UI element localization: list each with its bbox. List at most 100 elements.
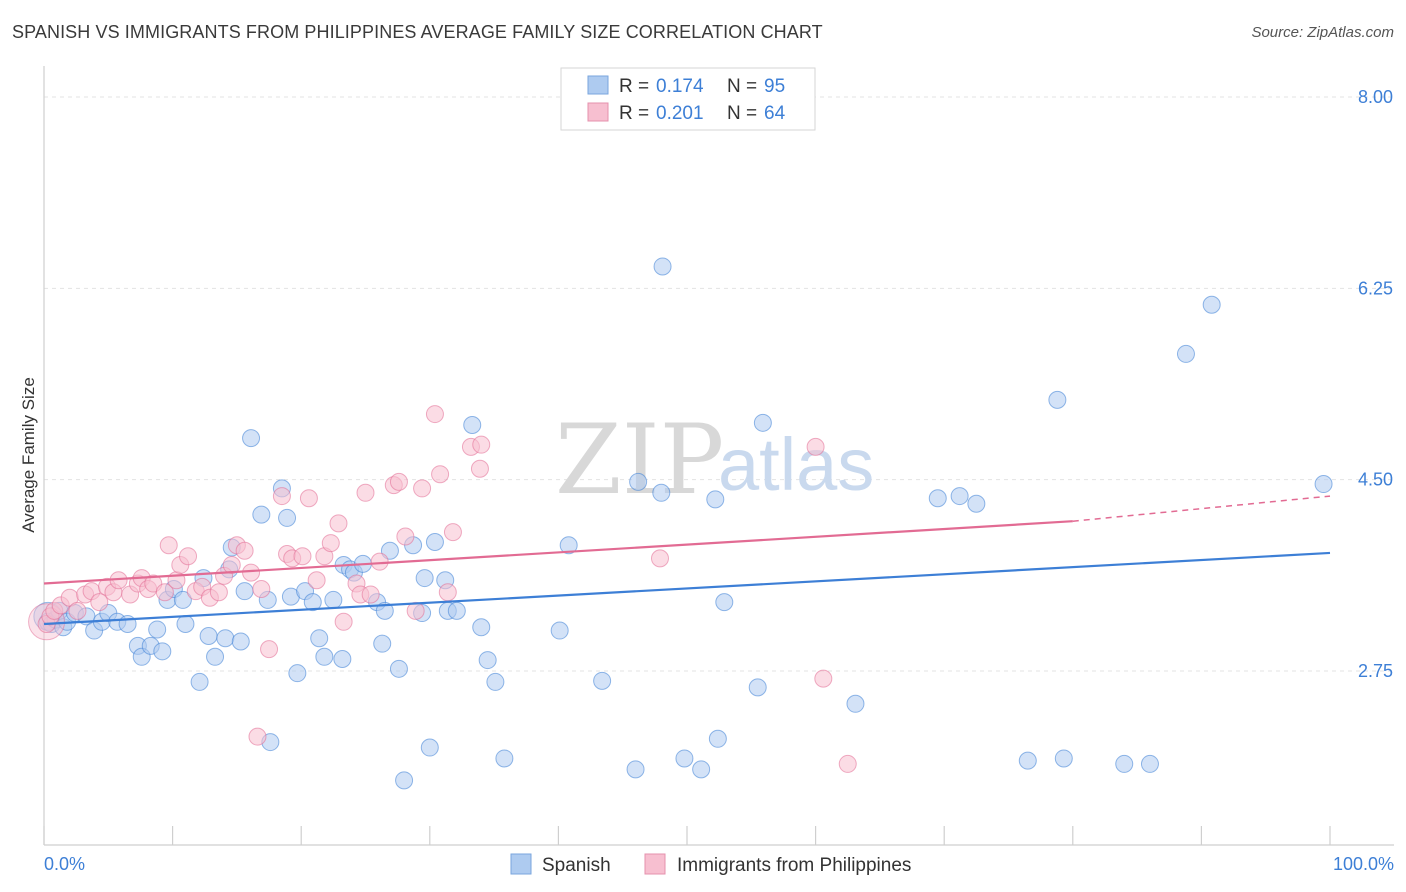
x-tick-label-max: 100.0%: [1333, 854, 1394, 874]
bottom-legend-label-spanish: Spanish: [542, 855, 611, 876]
x-ticks: [43, 826, 1331, 845]
data-point-spanish: [1176, 344, 1195, 363]
data-point-spanish: [950, 487, 969, 506]
data-point-spanish: [333, 649, 352, 668]
trend-lines: [43, 495, 1331, 626]
data-point-spanish: [626, 760, 645, 779]
data-point-spanish: [715, 593, 734, 612]
data-point-spanish: [1140, 754, 1159, 773]
data-point-philippines: [438, 583, 457, 602]
chart-title: SPANISH VS IMMIGRANTS FROM PHILIPPINES A…: [12, 22, 823, 42]
data-point-philippines: [389, 472, 408, 491]
data-point-philippines: [242, 563, 261, 582]
legend-r-label-philippines: R =: [619, 103, 649, 124]
data-point-spanish: [550, 621, 569, 640]
data-point-spanish: [447, 601, 466, 620]
data-point-philippines: [260, 640, 279, 659]
data-point-spanish: [176, 614, 195, 633]
data-point-philippines: [307, 571, 326, 590]
legend: R = 0.174 N = 95 R = 0.201 N = 64: [560, 67, 816, 131]
data-point-philippines: [370, 552, 389, 571]
legend-r-value-philippines: 0.201: [656, 103, 704, 124]
trend-line-philippines: [43, 520, 1073, 585]
legend-swatch-philippines: [587, 102, 609, 122]
data-point-spanish: [692, 760, 711, 779]
data-point-spanish: [278, 508, 297, 527]
data-point-philippines: [209, 583, 228, 602]
data-point-spanish: [708, 729, 727, 748]
data-point-philippines: [299, 489, 318, 508]
watermark-atlas: atlas: [718, 423, 874, 506]
x-tick-label-min: 0.0%: [44, 854, 85, 874]
data-point-philippines: [814, 669, 833, 688]
data-point-spanish: [629, 472, 648, 491]
data-point-philippines: [272, 487, 291, 506]
data-point-spanish: [593, 671, 612, 690]
data-point-philippines: [838, 754, 857, 773]
bottom-legend-swatch-spanish: [510, 853, 532, 875]
data-point-philippines: [155, 583, 174, 602]
data-point-philippines: [159, 536, 178, 555]
bottom-legend-swatch-philippines: [644, 853, 666, 875]
data-point-philippines: [68, 601, 87, 620]
data-point-philippines: [334, 612, 353, 631]
data-point-spanish: [231, 632, 250, 651]
legend-r-label-spanish: R =: [619, 76, 649, 97]
data-point-spanish: [206, 647, 225, 666]
data-point-philippines: [425, 405, 444, 424]
bottom-legend-label-philippines: Immigrants from Philippines: [677, 855, 911, 876]
data-point-spanish: [559, 536, 578, 555]
spanish-points: [33, 257, 1333, 790]
trend-line-spanish: [43, 551, 1331, 626]
data-point-spanish: [310, 629, 329, 648]
data-point-spanish: [373, 634, 392, 653]
y-tick-label: 4.50: [1358, 470, 1393, 490]
data-point-spanish: [148, 620, 167, 639]
data-point-philippines: [179, 547, 198, 566]
data-point-spanish: [463, 416, 482, 434]
data-point-spanish: [252, 505, 271, 524]
data-point-philippines: [650, 549, 669, 568]
y-tick-labels: 2.75 4.50 6.25 8.00: [1358, 87, 1393, 681]
data-point-philippines: [470, 459, 489, 478]
data-point-spanish: [242, 429, 261, 448]
legend-n-value-philippines: 64: [764, 103, 786, 124]
data-point-spanish: [235, 582, 254, 601]
data-point-spanish: [199, 627, 218, 646]
data-point-philippines: [396, 527, 415, 546]
data-point-spanish: [967, 494, 986, 513]
trend-line-philippines-extrapolated: [1072, 495, 1331, 522]
data-point-philippines: [329, 514, 348, 533]
data-point-spanish: [1048, 390, 1067, 409]
data-point-spanish: [303, 593, 322, 612]
data-point-spanish: [652, 483, 671, 502]
data-point-spanish: [288, 664, 307, 683]
data-point-spanish: [675, 749, 694, 768]
data-point-spanish: [216, 629, 235, 648]
data-point-spanish: [846, 694, 865, 713]
data-point-spanish: [1018, 751, 1037, 770]
watermark-zip: ZIP: [555, 404, 724, 516]
y-tick-label: 2.75: [1358, 661, 1393, 681]
data-point-philippines: [806, 437, 825, 456]
y-axis-label: Average Family Size: [19, 377, 38, 533]
data-point-spanish: [1054, 749, 1073, 768]
data-point-spanish: [472, 618, 491, 637]
legend-swatch-spanish: [587, 75, 609, 95]
data-point-philippines: [472, 435, 491, 454]
data-point-spanish: [190, 672, 209, 691]
data-point-philippines: [413, 479, 432, 498]
data-point-spanish: [706, 490, 725, 509]
data-point-philippines: [406, 601, 425, 620]
data-point-spanish: [389, 659, 408, 678]
data-point-philippines: [321, 534, 340, 553]
data-point-philippines: [293, 547, 312, 566]
data-point-philippines: [361, 585, 380, 604]
data-point-philippines: [222, 555, 241, 574]
legend-r-value-spanish: 0.174: [656, 76, 704, 97]
data-point-philippines: [90, 593, 109, 612]
chart-source: Source: ZipAtlas.com: [1251, 24, 1394, 41]
data-point-spanish: [380, 541, 399, 560]
legend-n-value-spanish: 95: [764, 76, 785, 97]
